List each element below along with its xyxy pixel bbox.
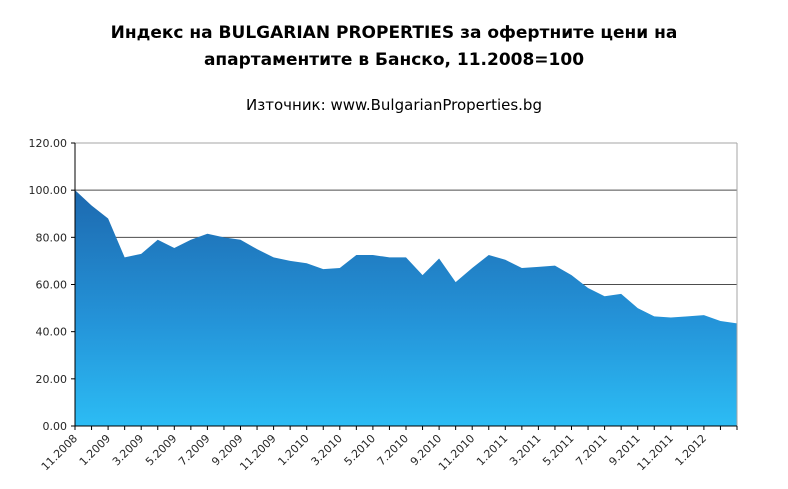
x-tick-label: 1.2011 bbox=[474, 432, 510, 468]
x-tick-label: 1.2009 bbox=[77, 432, 113, 468]
chart-source-subtitle: Източник: www.BulgarianProperties.bg bbox=[246, 96, 542, 114]
y-tick-label: 120.00 bbox=[29, 137, 68, 150]
x-tick-label: 7.2010 bbox=[375, 432, 411, 468]
x-tick-label: 5.2011 bbox=[540, 432, 576, 468]
x-tick-label: 3.2010 bbox=[309, 432, 345, 468]
x-tick-label: 1.2010 bbox=[275, 432, 311, 468]
y-tick-label: 0.00 bbox=[43, 420, 68, 433]
y-tick-label: 40.00 bbox=[36, 326, 68, 339]
y-tick-label: 20.00 bbox=[36, 373, 68, 386]
x-tick-label: 5.2010 bbox=[342, 432, 378, 468]
x-tick-label: 11.2008 bbox=[39, 432, 80, 473]
y-tick-label: 60.00 bbox=[36, 279, 68, 292]
x-tick-label: 11.2009 bbox=[237, 432, 278, 473]
x-tick-label: 11.2011 bbox=[635, 432, 676, 473]
x-tick-label: 3.2009 bbox=[110, 432, 146, 468]
area-series bbox=[75, 190, 737, 426]
x-tick-label: 7.2011 bbox=[573, 432, 609, 468]
x-tick-label: 5.2009 bbox=[143, 432, 179, 468]
y-tick-label: 100.00 bbox=[29, 184, 68, 197]
x-tick-label: 1.2012 bbox=[673, 432, 709, 468]
x-tick-label: 11.2010 bbox=[436, 432, 477, 473]
x-tick-label: 3.2011 bbox=[507, 432, 543, 468]
y-tick-label: 80.00 bbox=[36, 231, 68, 244]
chart-title: Индекс на BULGARIAN PROPERTIES за офертн… bbox=[110, 23, 678, 70]
x-tick-label: 7.2009 bbox=[176, 432, 212, 468]
